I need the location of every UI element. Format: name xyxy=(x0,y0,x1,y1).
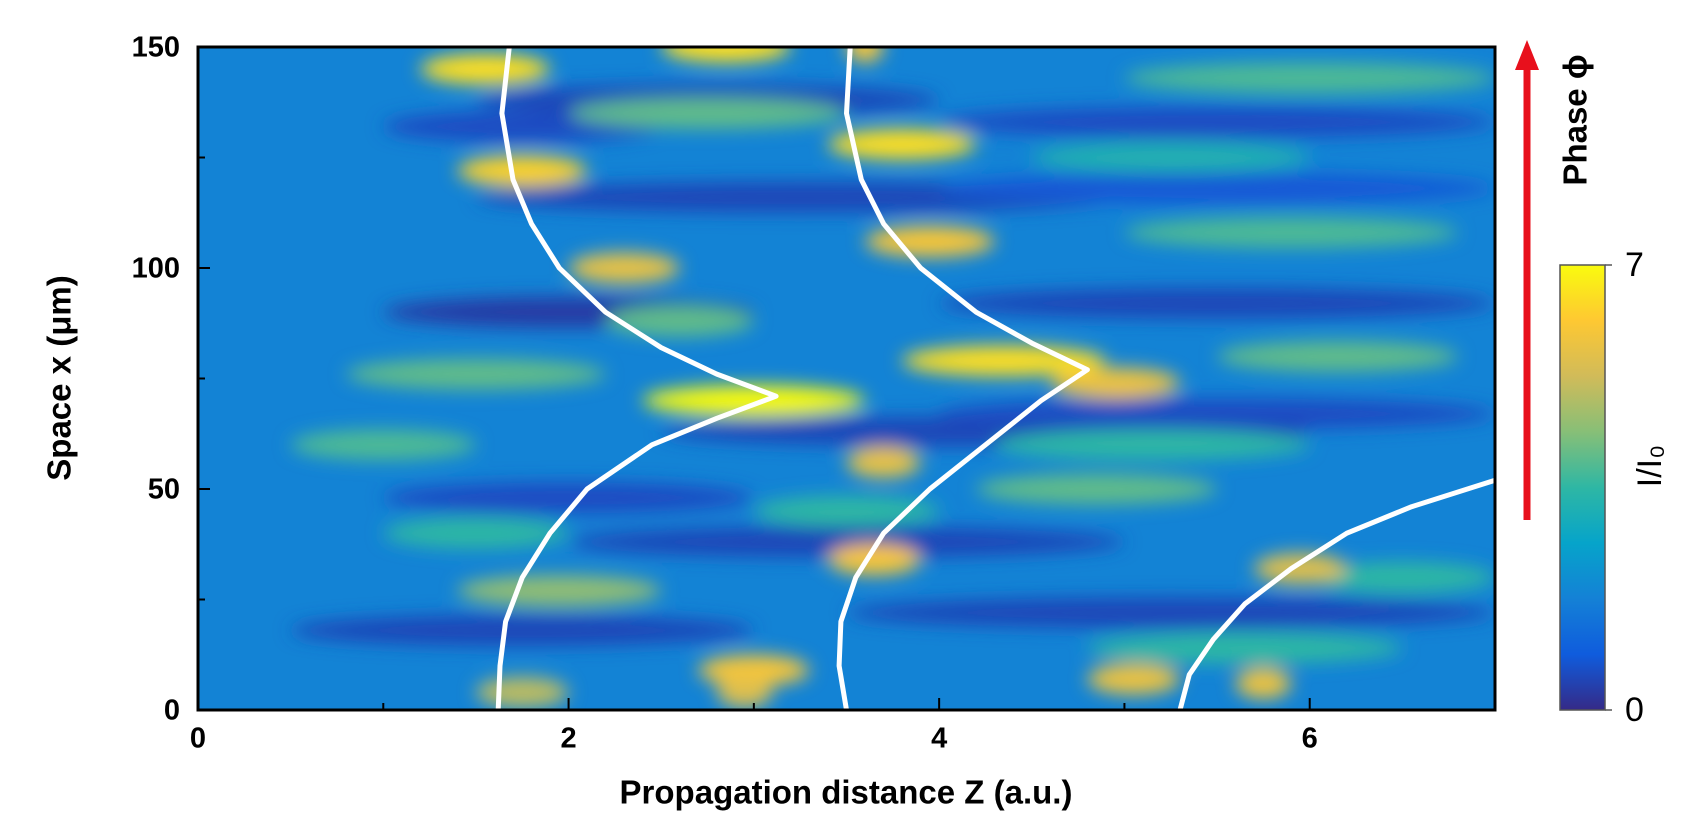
curve xyxy=(1177,477,1495,710)
heat-spot xyxy=(568,97,847,129)
x-tick-label: 2 xyxy=(561,723,577,755)
heat-spot xyxy=(568,526,1125,558)
heat-spot xyxy=(642,385,866,417)
heat-spot xyxy=(568,252,680,284)
heat-spot xyxy=(846,597,1495,629)
heat-spot xyxy=(846,447,921,478)
heat-spot xyxy=(661,47,791,63)
heat-spot xyxy=(939,172,1495,204)
x-axis-label: Propagation distance Z (a.u.) xyxy=(620,774,1073,811)
x-tick-label: 6 xyxy=(1302,723,1318,755)
x-tick-label: 4 xyxy=(931,723,947,755)
heatmap xyxy=(198,47,1495,710)
heat-spot xyxy=(939,398,1495,430)
x-tick-label: 0 xyxy=(190,723,206,755)
colorbar-tick-label: 7 xyxy=(1625,246,1644,284)
heat-spot xyxy=(994,429,1310,461)
curves xyxy=(495,47,1495,710)
heat-spot xyxy=(383,517,569,549)
heat-spot xyxy=(1124,217,1458,249)
colorbar-tick-label: 0 xyxy=(1625,691,1644,729)
heat-spot xyxy=(939,287,1495,319)
heat-spot xyxy=(1087,632,1403,664)
heat-spot xyxy=(1087,663,1181,695)
heat-spot xyxy=(605,305,754,337)
heat-spot xyxy=(753,495,940,527)
colorbar xyxy=(1559,264,1606,711)
heat-spot xyxy=(1235,668,1292,699)
phase-arrowhead xyxy=(1515,40,1539,70)
heatmap-spots xyxy=(290,47,1495,708)
heat-spot xyxy=(475,676,569,708)
y-tick-label: 100 xyxy=(132,253,180,285)
heat-spot xyxy=(457,155,588,187)
curve xyxy=(836,47,1090,710)
heat-spot xyxy=(716,676,773,708)
heat-spot xyxy=(698,654,810,686)
heat-spot xyxy=(290,614,754,646)
y-axis-label: Space x (μm) xyxy=(41,275,78,480)
heat-spot xyxy=(1217,340,1458,372)
y-tick-label: 150 xyxy=(132,32,180,64)
heat-spot xyxy=(1254,553,1347,585)
heat-spot xyxy=(457,575,662,607)
phase-label: Phase ϕ xyxy=(1557,54,1594,185)
heat-spot xyxy=(383,482,754,514)
curve xyxy=(495,47,779,710)
heat-spot xyxy=(976,473,1218,505)
y-tick-label: 0 xyxy=(164,695,180,727)
heat-spot xyxy=(865,226,995,257)
heat-spot xyxy=(846,47,884,63)
heat-spot xyxy=(1031,142,1310,173)
colorbar-label: I/I₀ xyxy=(1631,445,1669,487)
heat-spot xyxy=(827,544,921,576)
y-tick-label: 50 xyxy=(148,474,180,506)
heat-spot xyxy=(827,128,977,160)
heat-spot xyxy=(1309,561,1495,593)
heat-spot xyxy=(346,358,606,390)
heat-spot xyxy=(1124,62,1495,94)
heat-spot xyxy=(939,106,1495,138)
heat-spot xyxy=(420,53,551,85)
heat-spot xyxy=(290,429,476,461)
